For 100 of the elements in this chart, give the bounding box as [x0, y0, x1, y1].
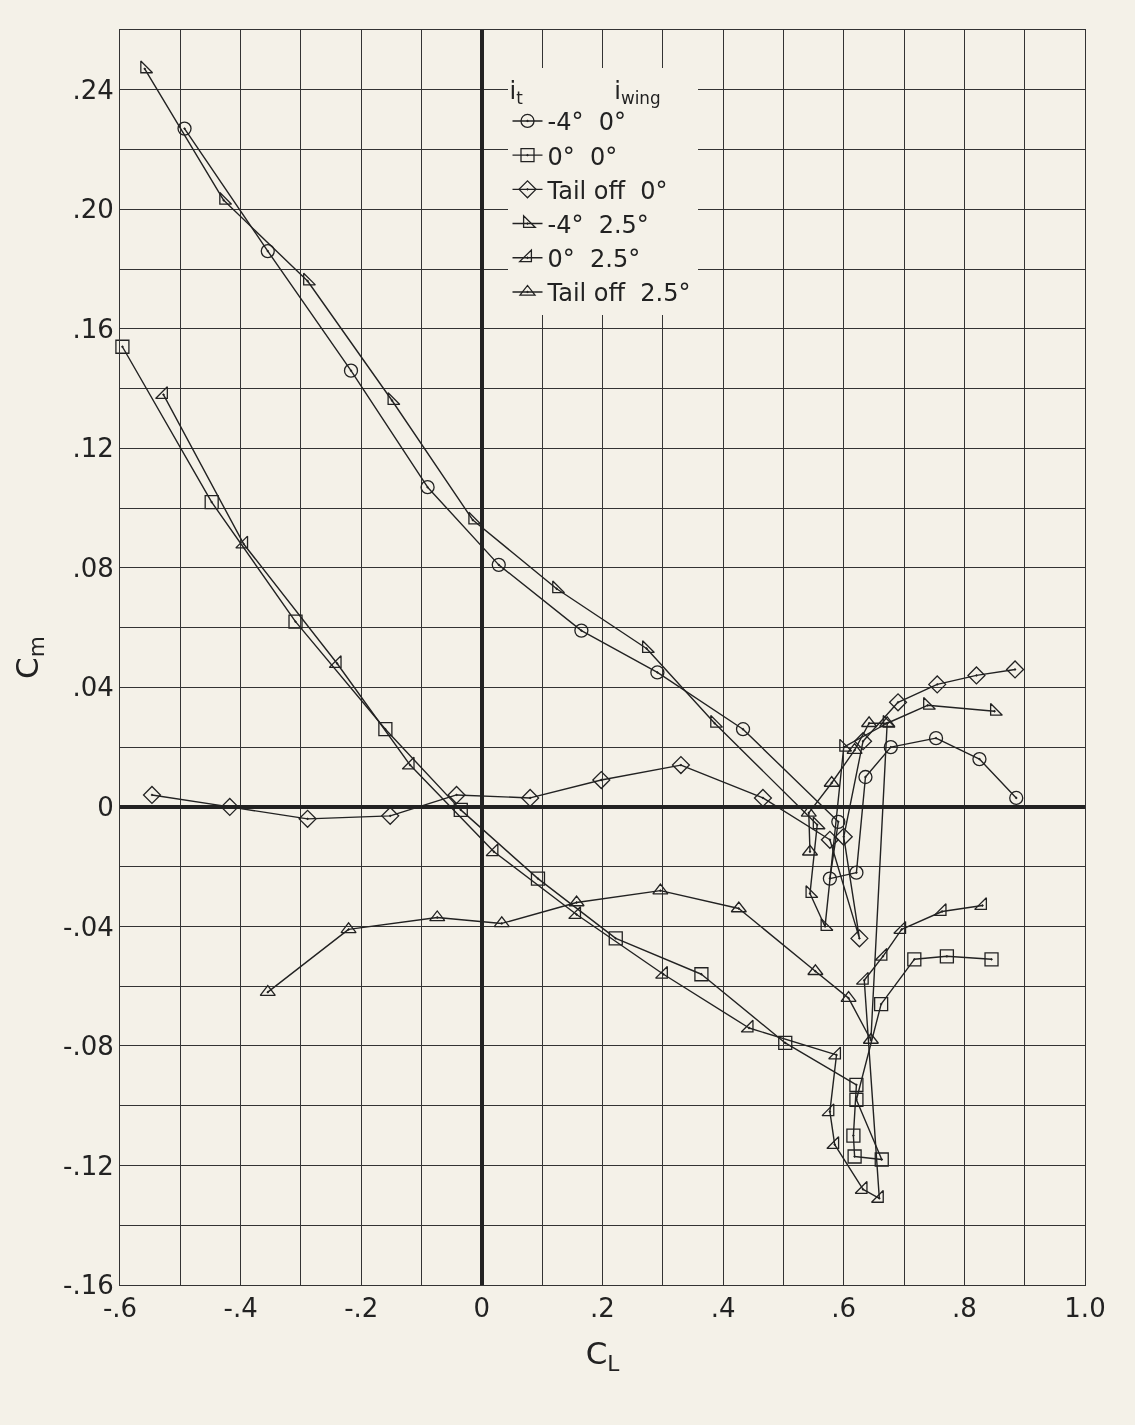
x-tick-label: .2	[590, 1293, 615, 1324]
point	[846, 742, 863, 755]
point	[928, 731, 944, 746]
y-tick-label: -.12	[63, 1150, 114, 1181]
point	[447, 785, 466, 805]
x-tick-label: .8	[951, 1293, 977, 1324]
point	[820, 830, 839, 849]
point	[834, 827, 853, 846]
point	[671, 755, 691, 775]
point	[568, 895, 585, 907]
point	[592, 770, 611, 790]
point	[849, 1092, 864, 1107]
point	[874, 947, 888, 961]
point	[849, 865, 864, 880]
legend-label: Tail off 2.5°	[546, 279, 691, 308]
point	[491, 557, 506, 573]
point	[420, 480, 435, 495]
legend-label: 0° 0°	[547, 142, 618, 171]
x-tick-label: .4	[710, 1293, 736, 1324]
y-tick-label: .16	[72, 313, 114, 344]
point	[298, 809, 317, 828]
y-tick-label: 0	[97, 792, 114, 822]
point	[807, 964, 824, 976]
point	[753, 788, 773, 808]
point	[989, 702, 1003, 716]
point	[608, 931, 623, 946]
point	[858, 769, 873, 785]
point	[343, 363, 359, 378]
point	[735, 722, 751, 737]
point	[328, 655, 342, 669]
point	[641, 640, 655, 654]
point	[822, 871, 838, 886]
point	[485, 843, 499, 857]
legend-label: -4° 2.5°	[547, 210, 649, 239]
point	[883, 739, 898, 755]
legend-label: 0° 2.5°	[547, 245, 641, 274]
y-tick-label: .12	[72, 433, 114, 464]
point	[177, 121, 192, 136]
point	[401, 756, 415, 770]
point	[853, 732, 873, 751]
point	[928, 675, 947, 694]
point	[888, 693, 908, 712]
point	[840, 990, 857, 1003]
point	[933, 903, 947, 917]
point	[831, 814, 846, 829]
point	[1009, 790, 1024, 806]
point	[854, 1180, 868, 1194]
legend-label: -4° 0°	[547, 108, 626, 137]
point	[826, 1136, 840, 1150]
point	[847, 1149, 862, 1164]
point	[974, 897, 988, 911]
point	[972, 751, 987, 767]
point	[730, 901, 747, 913]
point	[821, 1103, 835, 1117]
point	[260, 243, 275, 259]
text: i$_{t}$ i$_{wing}$	[509, 76, 661, 108]
point	[694, 967, 709, 982]
point	[984, 952, 999, 967]
point	[259, 985, 276, 997]
point	[828, 1046, 842, 1060]
point	[967, 666, 986, 685]
x-tick-label: .6	[831, 1293, 857, 1324]
point	[850, 929, 869, 948]
y-tick-label: -.08	[63, 1031, 114, 1062]
point	[650, 665, 665, 680]
point	[907, 952, 922, 967]
y-tick-label: .08	[72, 552, 114, 583]
legend-label: Tail off 0°	[546, 176, 668, 205]
point	[521, 788, 540, 808]
y-tick-label: -.04	[63, 911, 114, 942]
point	[204, 494, 219, 510]
point	[340, 922, 357, 934]
point	[574, 623, 589, 638]
point	[453, 802, 468, 818]
point	[220, 797, 239, 816]
point	[568, 906, 582, 920]
point	[530, 871, 546, 886]
x-tick-label: -.4	[223, 1293, 258, 1324]
x-tick-label: 1.0	[1064, 1293, 1106, 1324]
x-tick-label: -.2	[344, 1293, 379, 1324]
point	[740, 1019, 754, 1033]
point	[378, 722, 393, 737]
point	[235, 535, 249, 549]
point	[429, 910, 446, 922]
point	[493, 916, 510, 928]
point	[849, 1077, 864, 1092]
point	[846, 1128, 861, 1143]
point	[939, 949, 955, 964]
point	[652, 883, 669, 895]
y-tick-label: .20	[72, 194, 114, 225]
point	[115, 339, 130, 354]
y-tick-label: .04	[72, 672, 114, 703]
point	[873, 996, 889, 1012]
point	[1005, 660, 1025, 679]
point	[823, 775, 840, 787]
point	[142, 785, 162, 805]
x-axis-title: C$_{L}$	[585, 1335, 620, 1376]
point	[778, 1035, 793, 1051]
point	[874, 1152, 889, 1167]
x-tick-label: 0	[473, 1293, 491, 1324]
